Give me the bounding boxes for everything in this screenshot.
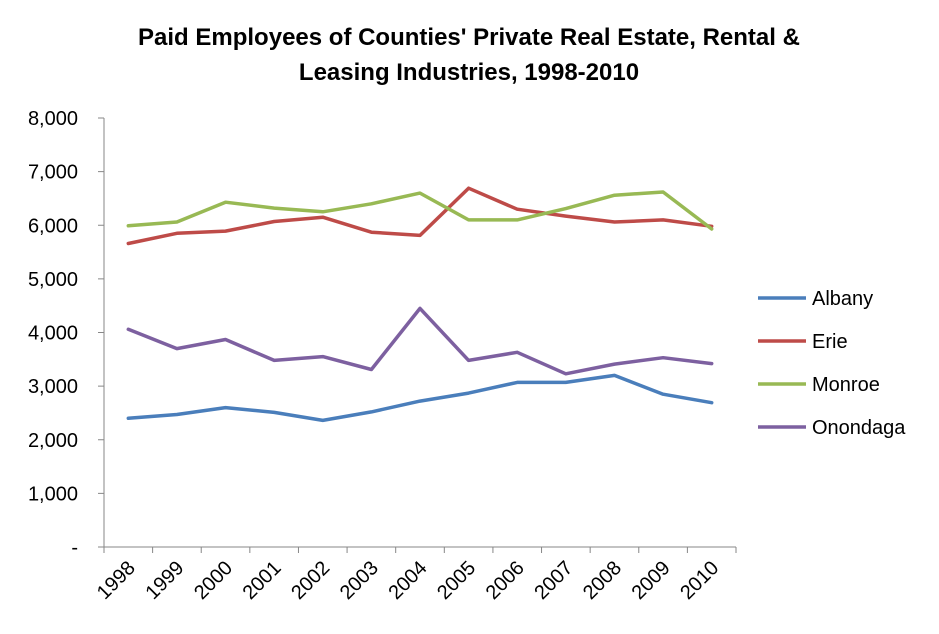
- series-lines: [126, 186, 714, 423]
- x-tick-label: 2009: [628, 557, 675, 604]
- chart-title-line-1: Paid Employees of Counties' Private Real…: [138, 24, 800, 51]
- x-tick-label: 1998: [93, 557, 140, 604]
- series-line-albany: [126, 373, 714, 423]
- y-tick-label: 3,000: [28, 376, 78, 398]
- series-line-onondaga: [126, 306, 714, 376]
- legend: Albany Erie Monroe Onondaga: [758, 288, 906, 439]
- y-tick-label: 1,000: [28, 483, 78, 505]
- x-tick-label: 2010: [676, 557, 723, 604]
- legend-label-erie: Erie: [812, 331, 848, 353]
- y-tick-label: 6,000: [28, 215, 78, 237]
- series-line-monroe: [126, 190, 714, 231]
- x-tick-label: 2002: [287, 557, 334, 604]
- y-tick-label: 2,000: [28, 430, 78, 452]
- x-tick-label: 2008: [579, 557, 626, 604]
- legend-label-albany: Albany: [812, 288, 873, 310]
- y-tick-label: 5,000: [28, 269, 78, 291]
- chart-title-line-2: Leasing Industries, 1998-2010: [299, 59, 639, 86]
- x-tick-label: 1999: [141, 557, 188, 604]
- x-tick-label: 2006: [482, 557, 529, 604]
- y-tick-label: 7,000: [28, 162, 78, 184]
- x-tick-label: 2000: [190, 557, 237, 604]
- y-tick-label: 8,000: [28, 108, 78, 130]
- legend-label-monroe: Monroe: [812, 374, 880, 396]
- x-tick-label: 2001: [239, 557, 286, 604]
- y-tick-label: -: [71, 537, 78, 559]
- series-line-erie: [126, 186, 714, 246]
- legend-label-onondaga: Onondaga: [812, 417, 906, 439]
- x-tick-label: 2007: [530, 557, 577, 604]
- y-tick-label: 4,000: [28, 323, 78, 345]
- x-tick-label: 2005: [433, 557, 480, 604]
- x-tick-label: 2004: [385, 557, 432, 604]
- x-tick-label: 2003: [336, 557, 383, 604]
